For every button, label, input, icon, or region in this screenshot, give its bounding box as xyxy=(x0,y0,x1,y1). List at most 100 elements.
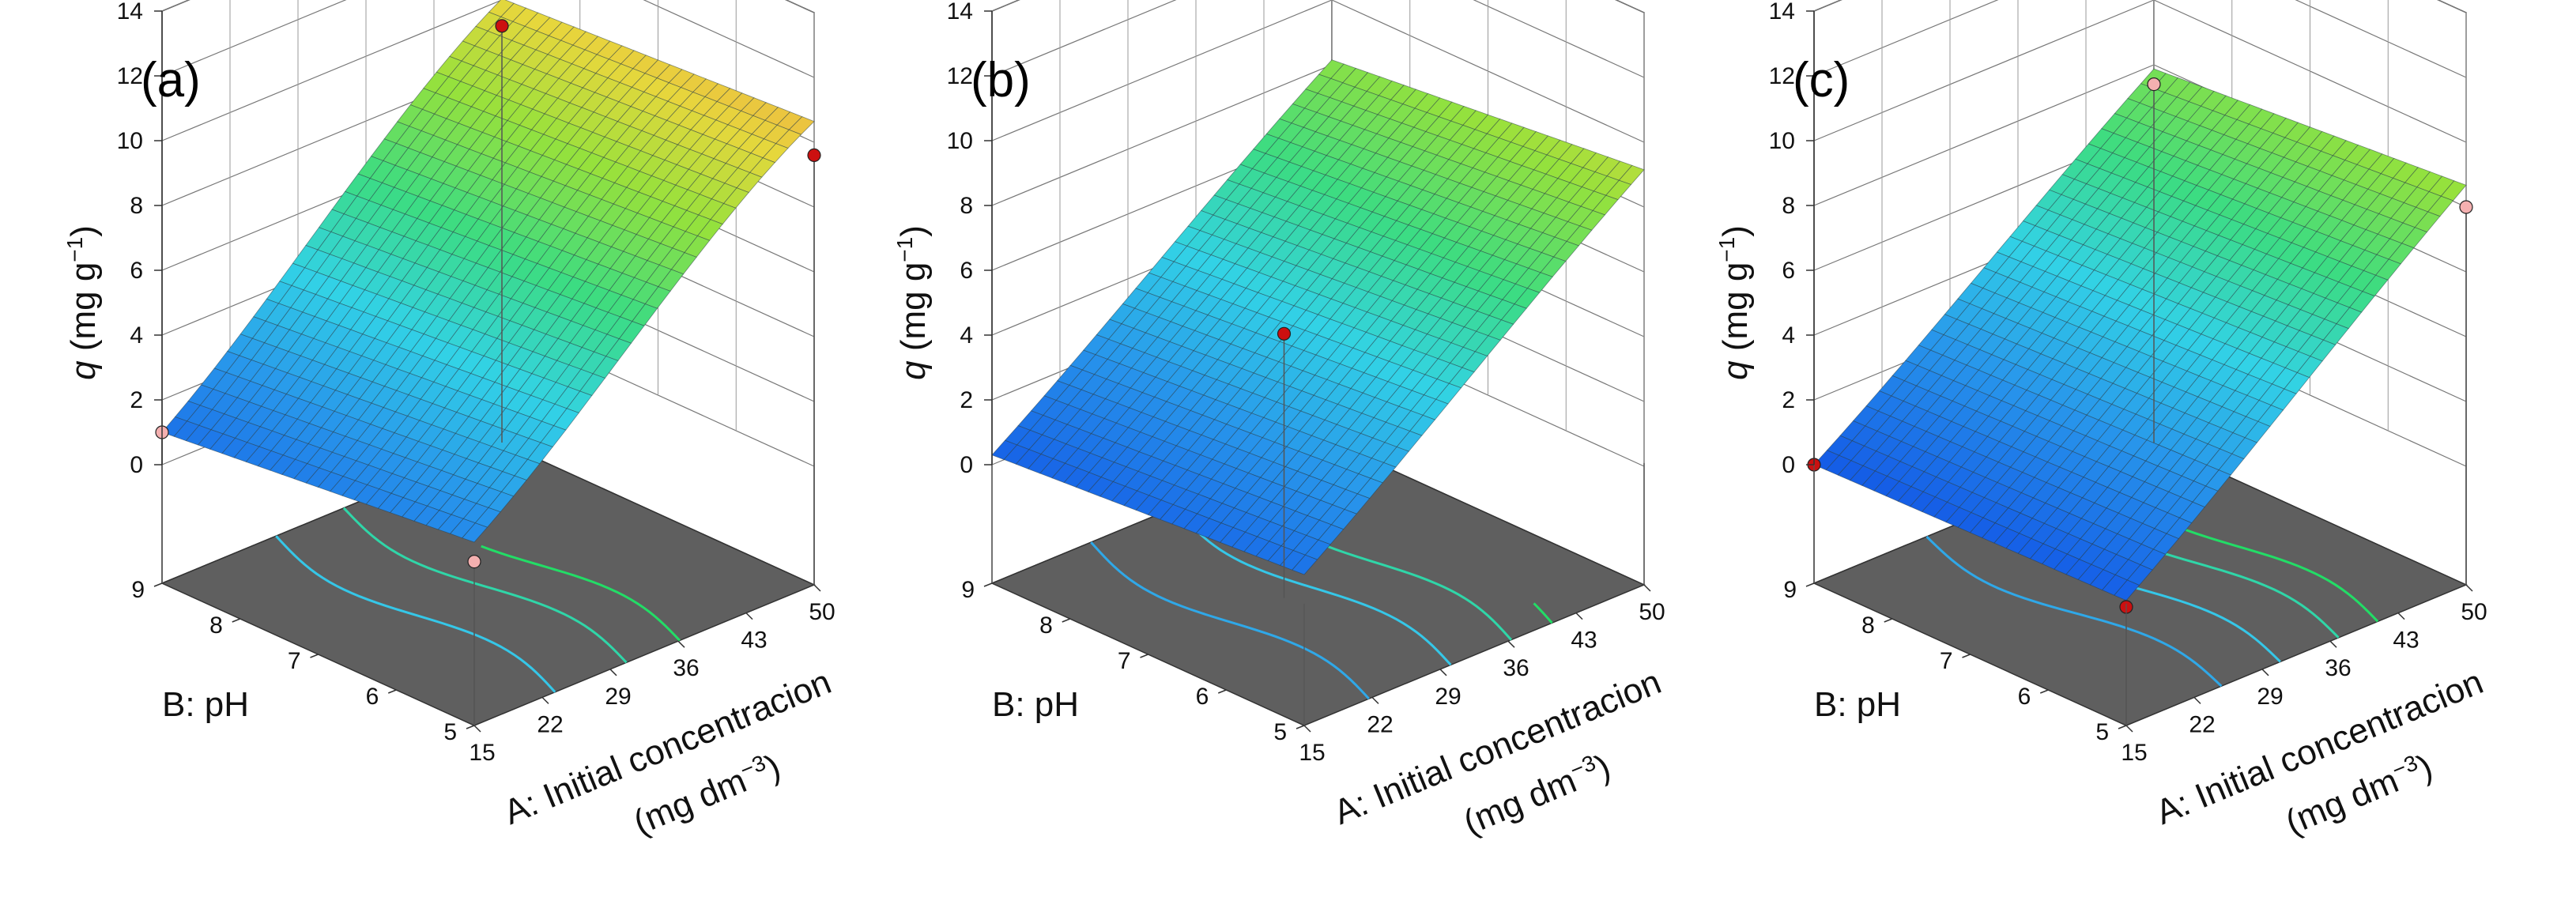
x-tick-label: 50 xyxy=(1639,599,1665,625)
y-axis: 5 6 7 8 9 B: pH xyxy=(961,577,1305,745)
x-tick-mark xyxy=(2465,584,2473,592)
x-tick-label: 50 xyxy=(809,599,835,625)
contour-line xyxy=(275,535,556,693)
y-axis: 5 6 7 8 9 B: pH xyxy=(131,577,475,745)
x-tick-mark xyxy=(2397,612,2405,620)
x-tick-mark xyxy=(2125,725,2133,733)
y-tick-label: 6 xyxy=(366,684,379,710)
z-tick-label: 4 xyxy=(1782,322,1795,349)
z-tick-label: 12 xyxy=(947,63,973,89)
x-tick-mark xyxy=(1507,640,1515,648)
y-tick-label: 5 xyxy=(1273,719,1287,745)
x-tick-label: 22 xyxy=(2189,711,2215,737)
y-tick-mark xyxy=(1062,618,1071,623)
x-tick-mark xyxy=(677,640,685,648)
surface-cell xyxy=(462,522,488,543)
y-tick-label: 5 xyxy=(2095,719,2109,745)
z-axis-label-unit: (mg g xyxy=(1716,262,1755,361)
contour-line xyxy=(342,507,628,664)
z-axis-label-sup: −1 xyxy=(1714,237,1739,262)
y-tick-label: 7 xyxy=(1118,648,1131,674)
x-tick-label: 43 xyxy=(741,628,767,654)
y-tick-label: 9 xyxy=(131,577,145,603)
z-axis: 0 2 4 6 8 10 12 14 q (mg g−1) xyxy=(1714,0,1815,478)
design-point xyxy=(807,148,821,162)
y-tick-label: 7 xyxy=(1940,648,1953,674)
x-tick-label: 29 xyxy=(2257,684,2283,710)
x-tick-label: 36 xyxy=(1503,655,1529,681)
contour-line xyxy=(1090,541,1370,700)
y-axis-label: B: pH xyxy=(992,685,1079,724)
z-tick-label: 10 xyxy=(947,128,973,154)
wall-gridline xyxy=(991,64,1333,206)
x-tick-label: 50 xyxy=(2461,599,2487,625)
y-tick-mark xyxy=(1805,582,1815,587)
z-tick-label: 8 xyxy=(960,193,973,219)
y-tick-label: 9 xyxy=(1783,577,1797,603)
z-axis-label-var: q xyxy=(1716,360,1755,380)
surface-cell xyxy=(2114,579,2140,601)
z-tick-label: 2 xyxy=(130,387,143,413)
z-tick-label: 6 xyxy=(1782,258,1795,284)
y-tick-mark xyxy=(310,654,319,658)
z-tick-label: 8 xyxy=(1782,193,1795,219)
z-axis: 0 2 4 6 8 10 12 14 q (mg g−1) xyxy=(62,0,163,478)
z-axis-label-close: ) xyxy=(894,225,933,237)
z-tick-label: 10 xyxy=(117,128,143,154)
x-tick-label: 43 xyxy=(2393,628,2419,654)
response-surface xyxy=(1813,68,2467,601)
y-tick-label: 9 xyxy=(961,577,975,603)
panel-label: (c) xyxy=(1793,53,1850,107)
y-tick-label: 8 xyxy=(1039,612,1053,639)
x-tick-label: 15 xyxy=(2121,740,2147,766)
response-surface xyxy=(161,0,815,543)
x-tick-mark xyxy=(1303,725,1311,733)
y-tick-label: 6 xyxy=(2018,684,2031,710)
z-tick-label: 14 xyxy=(1769,0,1795,24)
y-tick-mark xyxy=(1217,689,1227,694)
y-axis-label: B: pH xyxy=(1814,685,1901,724)
y-tick-mark xyxy=(466,725,475,729)
x-tick-mark xyxy=(473,725,481,733)
z-tick-label: 0 xyxy=(130,452,143,478)
contour-line xyxy=(1174,507,1452,666)
panel-label: (a) xyxy=(141,53,201,107)
x-tick-label: 29 xyxy=(1435,684,1461,710)
response-surface xyxy=(991,59,1645,575)
x-tick-label: 15 xyxy=(1299,740,1325,766)
x-tick-mark xyxy=(541,696,549,704)
y-tick-mark xyxy=(387,689,397,694)
y-tick-label: 8 xyxy=(209,612,223,639)
y-axis: 5 6 7 8 9 B: pH xyxy=(1783,577,2127,745)
z-axis-label-close: ) xyxy=(1716,225,1755,237)
z-axis: 0 2 4 6 8 10 12 14 q (mg g−1) xyxy=(892,0,993,478)
y-axis-label: B: pH xyxy=(162,685,249,724)
x-tick-mark xyxy=(2261,669,2269,677)
y-tick-mark xyxy=(2118,725,2127,729)
x-tick-mark xyxy=(1439,669,1447,677)
wall-gridline xyxy=(161,0,347,77)
z-tick-label: 2 xyxy=(1782,387,1795,413)
y-tick-mark xyxy=(1296,725,1305,729)
y-tick-mark xyxy=(1884,618,1893,623)
z-tick-label: 10 xyxy=(1769,128,1795,154)
y-tick-mark xyxy=(1962,654,1971,658)
wall-gridline xyxy=(161,0,503,141)
design-points xyxy=(1277,326,1292,598)
z-tick-label: 0 xyxy=(1782,452,1795,478)
contour-line xyxy=(2148,511,2379,623)
wall-gridline xyxy=(991,0,1333,141)
design-point xyxy=(495,19,509,33)
x-tick-label: 43 xyxy=(1571,628,1597,654)
contour-line xyxy=(1533,602,1553,624)
z-tick-label: 12 xyxy=(1769,63,1795,89)
z-tick-label: 6 xyxy=(960,258,973,284)
x-tick-label: 29 xyxy=(605,684,631,710)
x-tick-mark xyxy=(2329,640,2337,648)
wall-gridline xyxy=(1813,64,2155,206)
surface-cell xyxy=(1292,554,1318,575)
x-tick-label: 22 xyxy=(1367,711,1393,737)
y-tick-mark xyxy=(2039,689,2049,694)
x-tick-mark xyxy=(609,669,617,677)
